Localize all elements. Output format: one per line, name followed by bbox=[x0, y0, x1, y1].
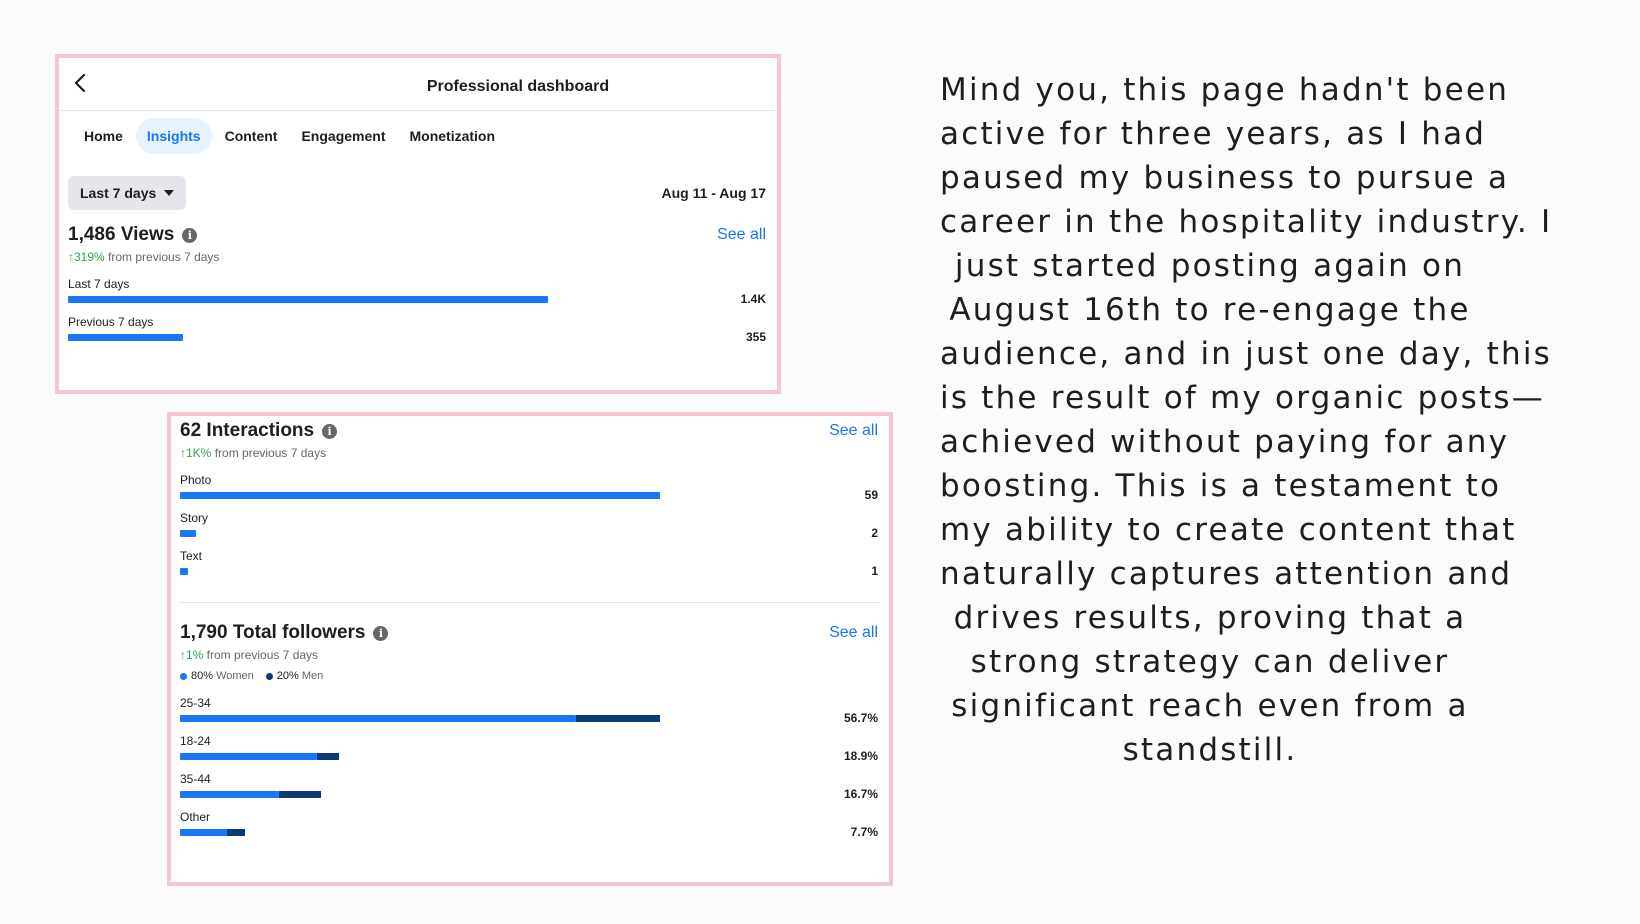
views-delta: ↑319% from previous 7 days bbox=[68, 250, 219, 264]
age-bar bbox=[180, 753, 339, 760]
info-icon[interactable]: i bbox=[182, 227, 198, 243]
section-divider bbox=[179, 602, 881, 603]
views-delta-text: from previous 7 days bbox=[104, 250, 220, 264]
interactions-see-all-link[interactable]: See all bbox=[829, 422, 878, 439]
interactions-row-value: 1 bbox=[871, 564, 878, 578]
views-title: 1,486 Views bbox=[68, 224, 175, 245]
quote-line: my ability to create content that bbox=[940, 512, 1517, 548]
views-row-label: Previous 7 days bbox=[68, 315, 154, 329]
age-row-value: 56.7% bbox=[843, 711, 878, 725]
age-row-value: 16.7% bbox=[843, 787, 878, 801]
age-bar bbox=[180, 715, 660, 722]
quote-line: paused my business to pursue a bbox=[940, 160, 1510, 196]
age-row-value: 18.9% bbox=[843, 749, 878, 763]
interactions-row-label: Photo bbox=[180, 473, 212, 487]
quote-line: active for three years, as I had bbox=[940, 116, 1487, 152]
tab-content[interactable]: Content bbox=[224, 128, 278, 144]
views-bar bbox=[68, 334, 183, 341]
quote-line: August 16th to re-engage the bbox=[949, 292, 1471, 328]
age-bar bbox=[180, 829, 245, 836]
interactions-row-label: Text bbox=[180, 549, 203, 563]
gender-legend: 80% Women 20% Men bbox=[180, 670, 323, 682]
interactions-title-row: 62 Interactions i bbox=[180, 420, 338, 442]
views-bar bbox=[68, 296, 548, 303]
back-button[interactable] bbox=[73, 70, 87, 98]
followers-title: 1,790 Total followers bbox=[180, 622, 366, 643]
interactions-title: 62 Interactions bbox=[180, 420, 315, 441]
caret-down-icon bbox=[164, 190, 175, 196]
interactions-delta: ↑1K% from previous 7 days bbox=[180, 446, 326, 460]
men-bar-segment bbox=[227, 829, 245, 836]
age-row-label: 25-34 bbox=[180, 696, 211, 710]
quote-line: is the result of my organic posts— bbox=[940, 380, 1545, 416]
quote-line: naturally captures attention and bbox=[940, 556, 1513, 592]
followers-delta: ↑1% from previous 7 days bbox=[180, 648, 318, 662]
tab-monetization[interactable]: Monetization bbox=[409, 128, 496, 144]
women-bar-segment bbox=[180, 753, 317, 760]
followers-delta-text: from previous 7 days bbox=[203, 648, 319, 662]
quote-line: career in the hospitality industry. I bbox=[940, 204, 1553, 240]
legend-men: 20% Men bbox=[265, 670, 324, 682]
women-dot-icon bbox=[180, 672, 187, 680]
views-row-label: Last 7 days bbox=[68, 277, 130, 291]
date-range-dropdown[interactable]: Last 7 days bbox=[68, 176, 187, 210]
legend-women: 80% Women bbox=[180, 670, 254, 682]
age-row-label: Other bbox=[180, 810, 211, 824]
tab-home[interactable]: Home bbox=[84, 128, 123, 144]
info-icon[interactable]: i bbox=[322, 423, 338, 439]
men-bar-segment bbox=[317, 753, 339, 760]
quote-line: achieved without paying for any bbox=[940, 424, 1510, 460]
age-bar bbox=[180, 791, 321, 798]
date-range-dropdown-label: Last 7 days bbox=[80, 185, 157, 201]
interactions-followers-panel: 62 Interactions i See all ↑1K% from prev… bbox=[167, 412, 893, 886]
women-bar-segment bbox=[180, 791, 279, 798]
date-range-text: Aug 11 - Aug 17 bbox=[661, 185, 766, 201]
tab-engagement[interactable]: Engagement bbox=[301, 128, 386, 144]
legend-women-label: Women bbox=[216, 670, 254, 682]
interactions-delta-value: ↑1K% bbox=[180, 446, 212, 460]
interactions-bar bbox=[180, 530, 196, 537]
page-title: Professional dashboard bbox=[426, 78, 610, 95]
legend-women-pct: 80% bbox=[191, 670, 214, 682]
quote-line: drives results, proving that a bbox=[953, 600, 1467, 636]
age-row-label: 18-24 bbox=[180, 734, 211, 748]
views-delta-value: ↑319% bbox=[68, 250, 105, 264]
interactions-row-value: 2 bbox=[871, 526, 878, 540]
men-bar-segment bbox=[279, 791, 321, 798]
interactions-bar bbox=[180, 492, 660, 499]
quote-line: just started posting again on bbox=[954, 248, 1466, 284]
interactions-delta-text: from previous 7 days bbox=[211, 446, 327, 460]
legend-men-pct: 20% bbox=[276, 670, 299, 682]
quote-line: strong strategy can deliver bbox=[970, 644, 1450, 680]
views-card: Professional dashboard Home Insights Con… bbox=[55, 54, 781, 394]
quote-line: significant reach even from a bbox=[951, 688, 1469, 724]
quote-line: standstill. bbox=[1122, 732, 1298, 768]
interactions-row-label: Story bbox=[180, 511, 209, 525]
views-row-value: 1.4K bbox=[740, 292, 766, 306]
women-bar-segment bbox=[180, 829, 227, 836]
men-bar-segment bbox=[576, 715, 660, 722]
quote-line: boosting. This is a testament to bbox=[940, 468, 1502, 504]
interactions-bar bbox=[180, 568, 188, 575]
followers-title-row: 1,790 Total followers i bbox=[180, 622, 389, 644]
women-bar-segment bbox=[180, 715, 576, 722]
views-row-value: 355 bbox=[745, 330, 766, 344]
tab-insights[interactable]: Insights bbox=[135, 118, 212, 154]
quote-text: Mind you, this page hadn't been active f… bbox=[940, 68, 1553, 772]
age-row-value: 7.7% bbox=[850, 825, 878, 839]
quote-line: Mind you, this page hadn't been bbox=[940, 72, 1510, 108]
chevron-left-icon bbox=[74, 73, 86, 93]
interactions-row-value: 59 bbox=[864, 488, 878, 502]
tab-bar: Home Insights Content Engagement Monetiz… bbox=[73, 118, 506, 154]
men-dot-icon bbox=[265, 672, 273, 680]
quote-line: audience, and in just one day, this bbox=[940, 336, 1553, 372]
legend-men-label: Men bbox=[301, 670, 324, 682]
age-row-label: 35-44 bbox=[180, 772, 211, 786]
header-divider bbox=[59, 110, 777, 111]
views-title-row: 1,486 Views i bbox=[68, 224, 198, 246]
followers-see-all-link[interactable]: See all bbox=[829, 624, 878, 641]
followers-delta-value: ↑1% bbox=[180, 648, 204, 662]
views-see-all-link[interactable]: See all bbox=[717, 226, 766, 243]
info-icon[interactable]: i bbox=[373, 625, 389, 641]
